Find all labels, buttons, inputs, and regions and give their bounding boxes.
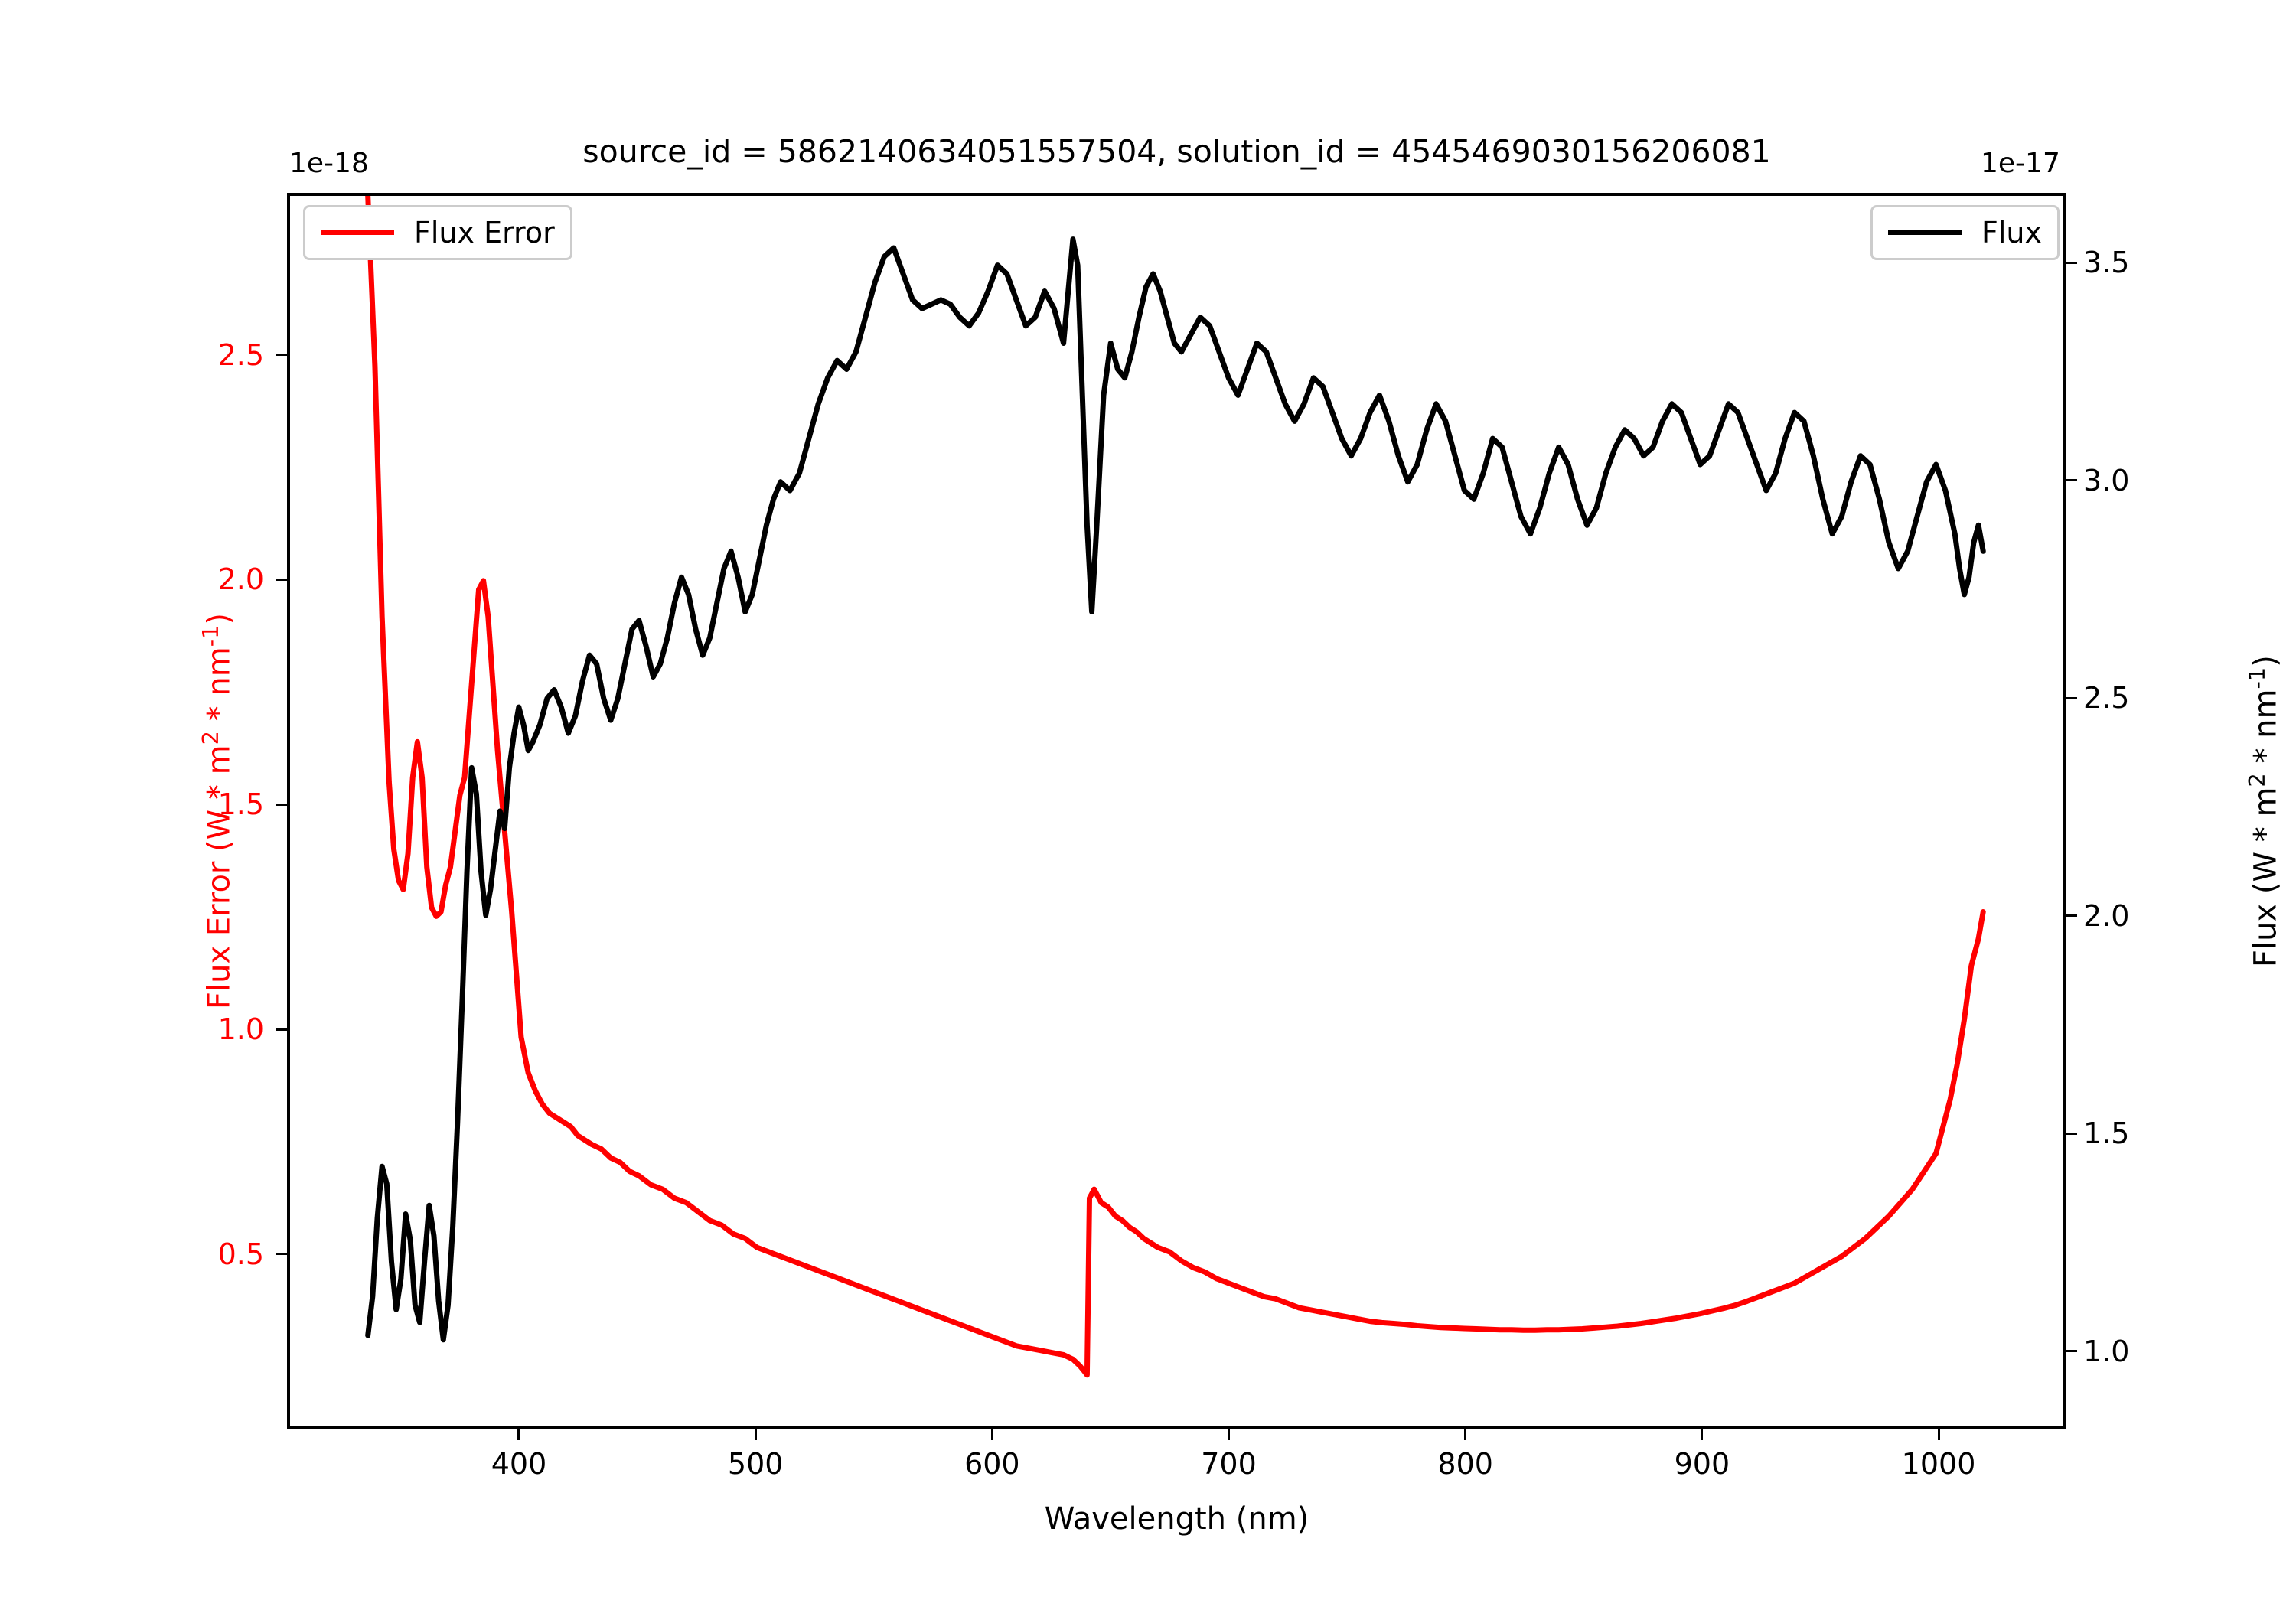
left-y-tick-label: 1.5 <box>217 787 264 822</box>
series-line-flux <box>368 240 1984 1340</box>
x-tick-label: 900 <box>1674 1447 1730 1481</box>
legend-swatch-flux <box>1888 230 1962 235</box>
x-tick-mark <box>517 1429 520 1440</box>
series-line-flux-error <box>368 196 1984 1375</box>
right-y-tick-label: 3.0 <box>2083 463 2130 497</box>
left-y-tick-mark <box>276 578 287 581</box>
left-y-tick-label: 1.0 <box>217 1012 264 1046</box>
right-y-tick-label: 1.0 <box>2083 1334 2130 1368</box>
x-tick-label: 700 <box>1201 1447 1257 1481</box>
plot-svg <box>290 196 2063 1426</box>
x-tick-label: 600 <box>964 1447 1020 1481</box>
left-y-tick-mark <box>276 354 287 357</box>
left-axis-offset-text: 1e-18 <box>289 148 369 179</box>
legend-flux-error[interactable]: Flux Error <box>303 205 572 260</box>
right-y-tick-label: 3.5 <box>2083 246 2130 280</box>
x-tick-mark <box>990 1429 993 1440</box>
x-tick-mark <box>754 1429 757 1440</box>
plot-area <box>287 193 2066 1429</box>
right-y-tick-label: 2.5 <box>2083 681 2130 715</box>
x-tick-label: 1000 <box>1901 1447 1976 1481</box>
right-y-tick-mark <box>2066 1350 2077 1353</box>
legend-swatch-flux-error <box>321 230 394 235</box>
x-tick-label: 400 <box>491 1447 547 1481</box>
legend-label-flux: Flux <box>1981 216 2042 249</box>
left-y-tick-label: 0.5 <box>217 1237 264 1271</box>
x-tick-mark <box>1937 1429 1940 1440</box>
x-tick-label: 500 <box>727 1447 784 1481</box>
right-y-tick-label: 1.5 <box>2083 1116 2130 1151</box>
right-y-tick-mark <box>2066 261 2077 264</box>
x-axis-label: Wavelength (nm) <box>1044 1501 1309 1537</box>
legend-label-flux-error: Flux Error <box>414 216 555 249</box>
left-y-tick-mark <box>276 803 287 806</box>
right-axis-offset-text: 1e-17 <box>1981 148 2060 179</box>
left-y-tick-mark <box>276 1253 287 1256</box>
left-y-tick-mark <box>276 1028 287 1031</box>
right-y-tick-mark <box>2066 479 2077 482</box>
x-tick-mark <box>1228 1429 1231 1440</box>
left-y-tick-label: 2.0 <box>217 562 264 597</box>
right-y-axis-label: Flux (W * m2 * nm-1) <box>2244 655 2284 967</box>
x-tick-label: 800 <box>1437 1447 1493 1481</box>
page-title: source_id = 5862140634051557504, solutio… <box>582 133 1771 170</box>
x-tick-mark <box>1464 1429 1467 1440</box>
right-y-tick-mark <box>2066 1132 2077 1135</box>
right-y-tick-mark <box>2066 914 2077 918</box>
legend-flux[interactable]: Flux <box>1870 205 2060 260</box>
x-tick-mark <box>1701 1429 1704 1440</box>
left-y-tick-label: 2.5 <box>217 337 264 372</box>
right-y-tick-mark <box>2066 696 2077 699</box>
right-y-tick-label: 2.0 <box>2083 898 2130 933</box>
